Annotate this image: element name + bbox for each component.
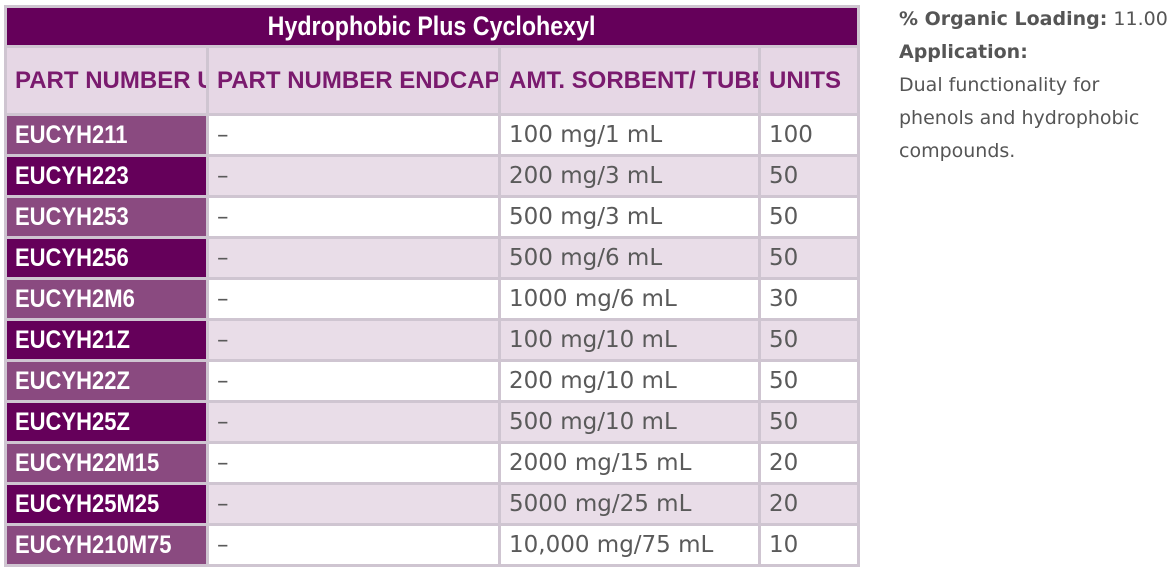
- table-row: EUCYH22M15 –2000 mg/15 mL 20: [4, 441, 861, 485]
- part-endcapped: –: [206, 441, 501, 485]
- sorbent-amount: 500 mg/6 mL: [498, 236, 761, 280]
- table-row: EUCYH2M6 –1000 mg/6 mL 30: [4, 277, 861, 321]
- part-unendcapped: EUCYH22Z: [4, 359, 209, 403]
- application-label: Application:: [899, 41, 1028, 63]
- part-unendcapped-text: EUCYH21Z: [15, 325, 130, 354]
- application: Application:: [899, 36, 1169, 69]
- table-title-row: Hydrophobic Plus Cyclohexyl: [3, 5, 861, 48]
- sorbent-amount: 100 mg/10 mL: [498, 318, 761, 362]
- units: 20: [757, 482, 861, 526]
- units: 50: [757, 359, 861, 403]
- part-unendcapped-text: EUCYH211: [15, 120, 128, 149]
- part-endcapped: –: [206, 359, 501, 403]
- units: 100: [757, 113, 861, 157]
- part-unendcapped: EUCYH2M6: [4, 277, 209, 321]
- sorbent-amount: 2000 mg/15 mL: [498, 441, 761, 485]
- units: 20: [757, 441, 861, 485]
- table-row: EUCYH25Z –500 mg/10 mL 50: [4, 400, 861, 444]
- table-row: EUCYH223 –200 mg/3 mL 50: [4, 154, 861, 198]
- product-table: Hydrophobic Plus Cyclohexyl PART NUMBER …: [3, 5, 861, 567]
- part-unendcapped-text: EUCYH25M25: [15, 489, 160, 518]
- application-line-1: Dual functionality for: [899, 74, 1100, 96]
- units: 30: [757, 277, 861, 321]
- sorbent-amount: 500 mg/10 mL: [498, 400, 761, 444]
- sorbent-amount: 5000 mg/25 mL: [498, 482, 761, 526]
- sorbent-amount: 100 mg/1 mL: [498, 113, 761, 157]
- table-row: EUCYH211 –100 mg/1 mL 100: [4, 113, 861, 157]
- part-unendcapped: EUCYH256: [4, 236, 209, 280]
- part-unendcapped-text: EUCYH22M15: [15, 448, 160, 477]
- organic-loading-value: 11.00: [1113, 8, 1168, 30]
- sorbent-amount: 1000 mg/6 mL: [498, 277, 761, 321]
- application-line-3: compounds.: [899, 140, 1016, 162]
- units: 50: [757, 195, 861, 239]
- header-amount: AMT. SORBENT/ TUBE VOL.: [498, 45, 761, 116]
- side-info: % Organic Loading: 11.00 Application: Du…: [899, 3, 1169, 168]
- part-unendcapped: EUCYH21Z: [4, 318, 209, 362]
- part-endcapped: –: [206, 400, 501, 444]
- part-unendcapped-text: EUCYH256: [15, 243, 129, 272]
- part-unendcapped: EUCYH223: [4, 154, 209, 198]
- part-endcapped: –: [206, 113, 501, 157]
- table-row: EUCYH256 –500 mg/6 mL 50: [4, 236, 861, 280]
- table-row: EUCYH25M25 –5000 mg/25 mL 20: [4, 482, 861, 526]
- part-endcapped: –: [206, 523, 501, 567]
- part-unendcapped-text: EUCYH22Z: [15, 366, 130, 395]
- table-header-row: PART NUMBER UNENDCAPPED PART NUMBER ENDC…: [4, 45, 861, 116]
- units: 50: [757, 318, 861, 362]
- part-endcapped: –: [206, 154, 501, 198]
- table-row: EUCYH21Z –100 mg/10 mL 50: [4, 318, 861, 362]
- part-endcapped: –: [206, 277, 501, 321]
- part-unendcapped: EUCYH210M75: [4, 523, 209, 567]
- table-row: EUCYH253 –500 mg/3 mL 50: [4, 195, 861, 239]
- organic-loading: % Organic Loading: 11.00: [899, 3, 1169, 36]
- part-unendcapped-text: EUCYH223: [15, 161, 129, 190]
- part-unendcapped: EUCYH22M15: [4, 441, 209, 485]
- part-unendcapped-text: EUCYH25Z: [15, 407, 130, 436]
- units: 50: [757, 236, 861, 280]
- header-part-unendcapped: PART NUMBER UNENDCAPPED: [4, 45, 209, 116]
- part-unendcapped: EUCYH211: [4, 113, 209, 157]
- part-endcapped: –: [206, 482, 501, 526]
- units: 10: [757, 523, 861, 567]
- part-unendcapped: EUCYH253: [4, 195, 209, 239]
- sorbent-amount: 500 mg/3 mL: [498, 195, 761, 239]
- part-unendcapped-text: EUCYH210M75: [15, 530, 172, 559]
- part-unendcapped: EUCYH25Z: [4, 400, 209, 444]
- table-row: EUCYH210M75 –10,000 mg/75 mL 10: [4, 523, 861, 567]
- table-row: EUCYH22Z –200 mg/10 mL 50: [4, 359, 861, 403]
- part-endcapped: –: [206, 318, 501, 362]
- part-unendcapped: EUCYH25M25: [4, 482, 209, 526]
- application-line-2: phenols and hydrophobic: [899, 107, 1140, 129]
- organic-loading-label: % Organic Loading:: [899, 8, 1108, 30]
- table-title: Hydrophobic Plus Cyclohexyl: [268, 11, 596, 41]
- part-endcapped: –: [206, 195, 501, 239]
- sorbent-amount: 10,000 mg/75 mL: [498, 523, 761, 567]
- header-part-endcapped: PART NUMBER ENDCAPPED: [206, 45, 501, 116]
- part-endcapped: –: [206, 236, 501, 280]
- header-units: UNITS: [757, 45, 861, 116]
- part-unendcapped-text: EUCYH2M6: [15, 284, 135, 313]
- sorbent-amount: 200 mg/3 mL: [498, 154, 761, 198]
- sorbent-amount: 200 mg/10 mL: [498, 359, 761, 403]
- units: 50: [757, 400, 861, 444]
- units: 50: [757, 154, 861, 198]
- part-unendcapped-text: EUCYH253: [15, 202, 129, 231]
